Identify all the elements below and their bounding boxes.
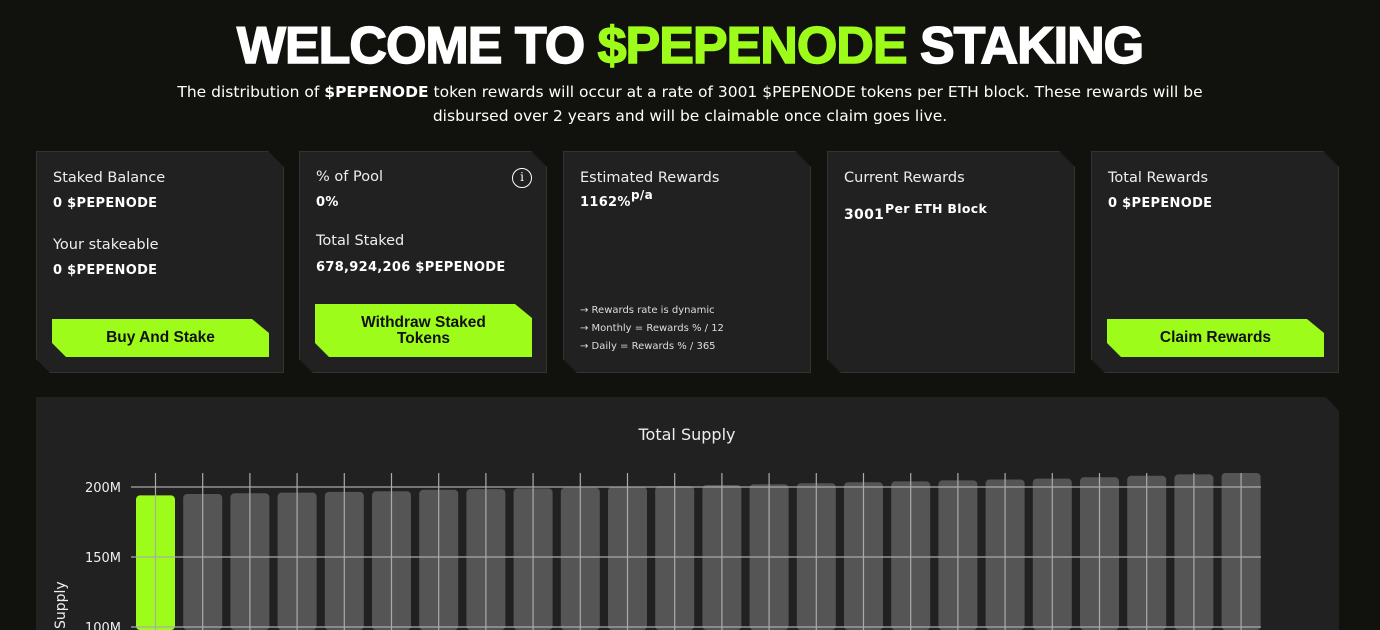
estimated-rewards-card: Estimated Rewards 1162% p/a → Rewards ra… [563, 151, 811, 373]
withdraw-staked-button[interactable]: Withdraw Staked Tokens [315, 304, 532, 357]
total-supply-chart: Total Supply Supply 200M 150M 100M [36, 397, 1339, 630]
chart-title: Total Supply [638, 425, 736, 444]
staked-balance-value: 0 $PEPENODE [53, 196, 158, 211]
note-daily: → Daily = Rewards % / 365 [580, 341, 716, 352]
subtitle-token: $PEPENODE [324, 83, 429, 101]
current-rewards-unit: Per ETH Block [885, 201, 988, 216]
pool-percent-label: % of Pool [316, 169, 383, 185]
title-accent: $PEPENODE [597, 16, 908, 76]
current-rewards-card: Current Rewards 3001 Per ETH Block [827, 151, 1075, 373]
total-rewards-card: Total Rewards 0 $PEPENODE Claim Rewards [1091, 151, 1339, 373]
note-dynamic: → Rewards rate is dynamic [580, 305, 715, 316]
subtitle-text-end: token rewards will occur at a rate of 30… [428, 83, 1203, 125]
total-staked-value: 678,924,206 $PEPENODE [316, 260, 506, 275]
current-rewards-value: 3001 [844, 207, 885, 223]
total-rewards-value: 0 $PEPENODE [1108, 196, 1213, 211]
pool-card: % of Pool i 0% Total Staked 678,924,206 … [299, 151, 547, 373]
estimated-rewards-unit: p/a [631, 188, 653, 202]
estimated-rewards-label: Estimated Rewards [580, 170, 720, 186]
stakeable-value: 0 $PEPENODE [53, 263, 158, 278]
subtitle-text: The distribution of [177, 83, 325, 101]
y-tick-label: 200M [85, 481, 121, 496]
claim-rewards-button[interactable]: Claim Rewards [1107, 319, 1324, 357]
chart-svg: Total Supply Supply 200M 150M 100M [53, 425, 1261, 630]
subtitle: The distribution of $PEPENODE token rewa… [170, 80, 1210, 128]
current-rewards-label: Current Rewards [844, 170, 965, 186]
info-icon[interactable]: i [512, 168, 532, 188]
y-tick-label: 150M [85, 551, 121, 566]
y-axis-label: Supply [53, 581, 69, 629]
stakeable-label: Your stakeable [53, 237, 159, 253]
title-text-end: STAKING [906, 16, 1145, 76]
estimated-rewards-value: 1162% [580, 195, 631, 210]
staked-balance-card: Staked Balance 0 $PEPENODE Your stakeabl… [36, 151, 284, 373]
page-title: WELCOME TO $PEPENODE STAKING [0, 16, 1380, 76]
y-tick-label: 100M [85, 621, 121, 630]
buy-and-stake-button[interactable]: Buy And Stake [52, 319, 269, 357]
total-rewards-label: Total Rewards [1108, 170, 1209, 186]
staked-balance-label: Staked Balance [53, 170, 166, 186]
note-monthly: → Monthly = Rewards % / 12 [580, 323, 724, 334]
pool-percent-value: 0% [316, 195, 339, 210]
title-text: WELCOME TO [236, 16, 598, 76]
total-staked-label: Total Staked [316, 233, 405, 249]
